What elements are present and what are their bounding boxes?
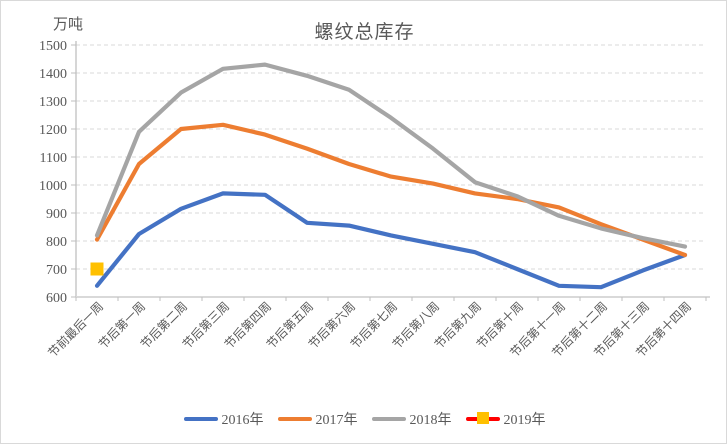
- y-axis-tick-label: 600: [46, 291, 67, 306]
- legend-item-2018年: 2018年: [371, 409, 452, 429]
- series-line-2018年: [94, 62, 688, 249]
- y-axis-tick-label: 1500: [39, 39, 67, 54]
- legend-item-2019年: 2019年: [465, 409, 546, 429]
- y-axis-tick-label: 1400: [39, 67, 67, 82]
- x-axis-tick-labels: 节前最后一周节后第一周节后第二周节后第三周节后第四周节后第五周节后第六周节后第七…: [45, 299, 695, 361]
- legend-label: 2016年: [221, 413, 264, 428]
- y-axis-tick-label: 1100: [40, 151, 67, 166]
- y-axis-tick-labels: 600 700 800 900 1000 1100 1200 1300 1400 1500: [39, 39, 76, 306]
- y-axis-unit-label: 万吨: [53, 17, 84, 33]
- y-axis-tick-label: 900: [46, 207, 67, 222]
- series-line-2016年: [94, 191, 688, 290]
- legend-marker-2019年: [476, 412, 489, 424]
- legend-label: 2017年: [315, 413, 358, 428]
- x-axis-tick-label: 节前最后一周: [45, 299, 107, 361]
- legend-item-2016年: 2016年: [183, 409, 264, 429]
- series-line-2017年: [94, 122, 688, 258]
- x-axis-ticks: [75, 297, 707, 301]
- legend-swatch-2018年: [371, 417, 406, 421]
- y-axis-tick-label: 1300: [39, 95, 67, 110]
- legend-swatch-2016年: [183, 417, 218, 421]
- legend-swatch-2019年: [465, 412, 500, 424]
- series-marker-2019年: [90, 262, 104, 276]
- y-axis-tick-label: 700: [46, 263, 67, 278]
- y-axis-tick-label: 1000: [39, 179, 67, 194]
- chart-legend: 2016年 2017年 2018年 2019年: [1, 404, 726, 434]
- legend-label: 2018年: [409, 413, 452, 428]
- y-axis-tick-label: 1200: [39, 123, 67, 138]
- chart-title: 螺纹总库存: [314, 22, 415, 43]
- legend-swatch-2017年: [277, 417, 312, 421]
- y-axis-tick-label: 800: [46, 235, 67, 250]
- legend-label: 2019年: [503, 413, 546, 428]
- legend-item-2017年: 2017年: [277, 409, 358, 429]
